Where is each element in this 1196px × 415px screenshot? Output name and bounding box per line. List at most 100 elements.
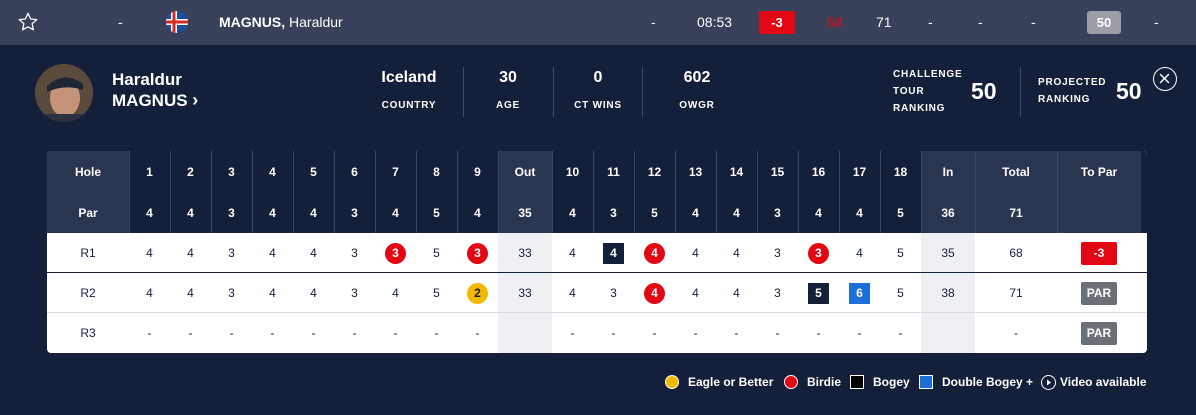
hole-header: 12 [647, 164, 662, 179]
hole-header: 10 [565, 164, 580, 179]
score-cell: 5 [798, 273, 839, 313]
par-value: 4 [310, 205, 317, 220]
score-cell: 3 [774, 286, 781, 300]
score-marker-bogey: 4 [603, 242, 624, 264]
score-cell: 3 [351, 286, 358, 300]
stat-ct-wins-label: CT WINS [574, 100, 622, 111]
score-cell: 4 [146, 286, 153, 300]
divider [642, 67, 643, 117]
par-value: 4 [815, 205, 822, 220]
score-cell: 5 [433, 246, 440, 260]
score-cell: 3 [457, 233, 498, 273]
par-value: 4 [146, 205, 153, 220]
score-cell: 4 [187, 246, 194, 260]
par-value: 4 [392, 205, 399, 220]
score-cell: 4 [269, 246, 276, 260]
legend-double-bogey: Double Bogey + [919, 373, 1033, 391]
stat-age-label: AGE [495, 100, 521, 111]
round-label: R2 [80, 286, 96, 300]
hole-header: 8 [433, 164, 440, 179]
stat-age: 30 AGE [486, 69, 530, 111]
grid-line [880, 151, 881, 233]
star-icon[interactable] [17, 11, 39, 33]
hole-header: 13 [688, 164, 703, 179]
round3-score: - [978, 14, 983, 30]
score-cell: - [611, 326, 616, 340]
par-value [1057, 192, 1141, 233]
grid-line [757, 151, 758, 233]
divider [1020, 67, 1021, 117]
scorecard: Hole 1 2 3 4 5 6 7 8 9 Out 10 11 12 13 14 15 16 17 18 In Tota… [47, 151, 1147, 353]
score-cell: - [352, 326, 357, 340]
score-cell: 4 [692, 286, 699, 300]
stat-owgr: 602 OWGR [672, 69, 722, 111]
score-cell: - [734, 326, 739, 340]
score-cell: - [270, 326, 275, 340]
legend-double-bogey-label: Double Bogey + [942, 375, 1034, 389]
player-row[interactable]: - MAGNUS, Haraldur - 08:53 -3 68 71 - - … [0, 0, 1196, 45]
grid-line [716, 151, 717, 233]
challenge-label-line: RANKING [893, 103, 946, 114]
player-avatar [35, 64, 93, 122]
close-button[interactable] [1153, 67, 1177, 91]
grid-line [211, 151, 212, 233]
score-cell: 4 [856, 246, 863, 260]
score-cell: - [393, 326, 398, 340]
score-cell: - [816, 326, 821, 340]
player-full-name[interactable]: Haraldur MAGNUS › [112, 69, 198, 111]
score-cell: 3 [610, 286, 617, 300]
score-cell: 4 [310, 286, 317, 300]
to-par-badge: -3 [759, 11, 795, 34]
score-marker-birdie: 4 [644, 282, 665, 304]
to-par-cell: PAR [1057, 313, 1141, 353]
score-marker-bogey: 5 [808, 282, 829, 304]
par-value: 4 [692, 205, 699, 220]
stat-owgr-value: 602 [683, 69, 711, 86]
hole-header: 6 [351, 164, 358, 179]
score-cell: 4 [634, 273, 675, 313]
score-cell: 4 [146, 246, 153, 260]
par-value: 5 [651, 205, 658, 220]
stat-country: Iceland COUNTRY [375, 69, 443, 111]
player-header-last-name: MAGNUS [112, 91, 188, 110]
iceland-flag-icon [166, 11, 188, 33]
score-marker-birdie: 3 [467, 242, 488, 264]
grid-line [798, 151, 799, 233]
grid-line [593, 151, 594, 233]
grid-line [129, 151, 130, 233]
score-cell: 6 [839, 273, 880, 313]
divider [463, 67, 464, 117]
row-separator [47, 272, 1147, 273]
score-cell: 4 [733, 246, 740, 260]
score-cell [921, 313, 975, 353]
round-row-r1: R1 4 4 3 4 4 3 3 5 3 33 4 4 4 4 4 3 3 4 5 35 68 -3 [47, 233, 1147, 273]
par-value: 35 [498, 192, 552, 233]
hole-header: 11 [607, 164, 620, 179]
hole-header: 4 [269, 164, 276, 179]
challenge-tour-ranking-value: 50 [971, 78, 997, 104]
par-value: 4 [569, 205, 576, 220]
birdie-swatch-icon [784, 375, 798, 389]
hole-row: Hole 1 2 3 4 5 6 7 8 9 Out 10 11 12 13 14 15 16 17 18 In Tota… [47, 151, 1147, 192]
score-marker-birdie: 3 [808, 242, 829, 264]
hole-header: 1 [146, 164, 153, 179]
score-cell: - [229, 326, 234, 340]
hole-header: 17 [852, 164, 867, 179]
grid-line [921, 151, 922, 233]
par-value: 3 [774, 205, 781, 220]
par-value: 3 [228, 205, 235, 220]
player-header-first-name: Haraldur [112, 70, 182, 89]
legend-bogey-label: Bogey [873, 375, 910, 389]
hole-header: 14 [729, 164, 744, 179]
grid-line [634, 151, 635, 233]
score-cell: 3 [228, 246, 235, 260]
legend-birdie-label: Birdie [807, 375, 842, 389]
chevron-right-icon: › [192, 90, 199, 110]
double-bogey-swatch-icon [919, 375, 933, 389]
score-cell: 5 [897, 286, 904, 300]
par-value: 71 [975, 192, 1057, 233]
score-cell: - [775, 326, 780, 340]
round-label: R1 [80, 246, 96, 260]
score-cell: 4 [392, 286, 399, 300]
player-name[interactable]: MAGNUS, Haraldur [219, 0, 343, 45]
